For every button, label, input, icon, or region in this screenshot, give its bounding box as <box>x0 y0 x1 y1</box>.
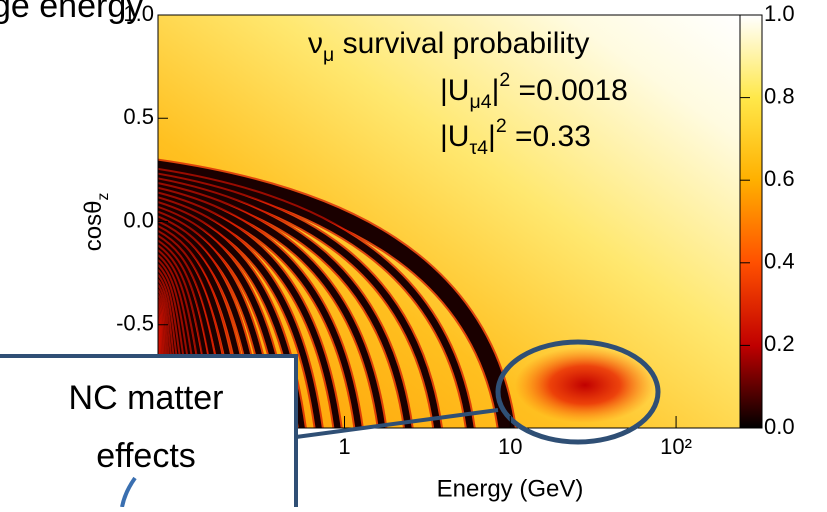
colorbar-tick-label: 0.0 <box>764 414 795 439</box>
page: ge energy 0.0 0.2 0.4 0.6 0.8 1.0 1.0 0.5 0.0 -0.… <box>0 0 827 507</box>
text-part: ν <box>308 27 323 60</box>
x-tick-label: 10² <box>660 434 692 459</box>
text-part: | <box>488 120 496 153</box>
x-tick-label: 1 <box>338 434 350 459</box>
text-part: survival probability <box>334 27 589 60</box>
x-tick-label: 10 <box>498 434 522 459</box>
y-axis-label: cosθz <box>80 193 111 252</box>
annotation: |Uτ4|2 =0.33 <box>440 115 591 159</box>
annotation: |Uμ4|2 =0.0018 <box>440 69 628 113</box>
colorbar-tick-label: 0.2 <box>764 331 795 356</box>
text-part: 2 <box>496 115 507 137</box>
text-part: =0.33 <box>507 120 591 153</box>
y-tick-label: -0.5 <box>116 311 154 336</box>
y-tick-label: 1.0 <box>123 1 154 26</box>
text-part: τ4 <box>469 137 488 159</box>
text-part: | <box>492 74 500 107</box>
colorbar-tick-label: 0.8 <box>764 83 795 108</box>
text-part: z <box>95 193 112 201</box>
colorbar <box>740 15 762 428</box>
text-part: μ <box>323 44 334 66</box>
callout-text: NC matter <box>69 379 224 417</box>
text-part: |U <box>440 74 469 107</box>
colorbar-tick-label: 0.4 <box>764 249 795 274</box>
y-tick-label: 0.0 <box>123 207 154 232</box>
x-axis-label: Energy (GeV) <box>437 475 584 502</box>
text-part: 2 <box>499 69 510 91</box>
colorbar-tick-label: 1.0 <box>764 1 795 26</box>
colorbar-tick-label: 0.6 <box>764 166 795 191</box>
title-fragment: ge energy <box>0 0 143 25</box>
text-part: |U <box>440 120 469 153</box>
callout-text: effects <box>96 437 196 475</box>
text-part: cosθ <box>80 201 107 252</box>
text-part: =0.0018 <box>510 74 628 107</box>
chart: ge energy 0.0 0.2 0.4 0.6 0.8 1.0 1.0 0.5 0.0 -0.… <box>0 0 827 507</box>
y-tick-label: 0.5 <box>123 104 154 129</box>
text-part: μ4 <box>469 91 491 113</box>
